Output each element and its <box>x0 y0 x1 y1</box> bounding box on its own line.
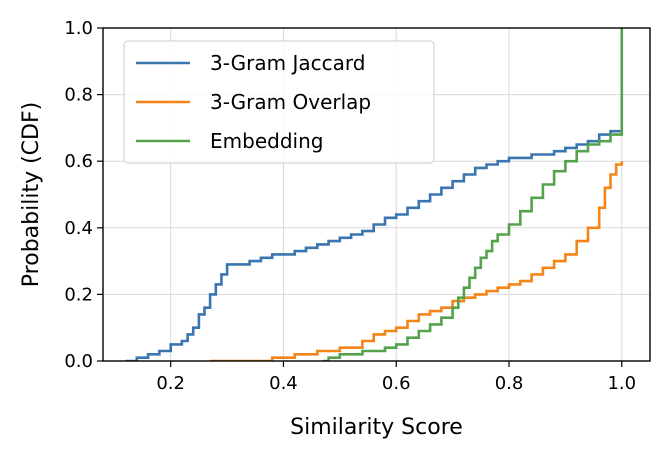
series-layer <box>125 28 624 361</box>
x-tick-label-3: 0.8 <box>495 373 524 394</box>
legend-label-2: Embedding <box>210 129 323 153</box>
y-tick-label-0: 0.0 <box>64 351 93 372</box>
y-tick-label-2: 0.4 <box>64 218 93 239</box>
legend-label-1: 3-Gram Overlap <box>210 90 371 114</box>
x-axis-title: Similarity Score <box>290 415 463 440</box>
x-tick-label-4: 1.0 <box>607 373 636 394</box>
ticks: 0.2 0.4 0.6 0.8 1.0 0.0 0.2 0.4 0.6 0.8 1.0 <box>64 18 636 394</box>
x-tick-label-1: 0.4 <box>269 373 298 394</box>
y-tick-label-3: 0.6 <box>64 151 93 172</box>
y-tick-label-5: 1.0 <box>64 18 93 39</box>
y-tick-label-4: 0.8 <box>64 85 93 106</box>
series-line-2 <box>322 28 624 361</box>
legend: 3-Gram Jaccard 3-Gram Overlap Embedding <box>123 40 435 164</box>
legend-box <box>123 40 435 164</box>
legend-label-0: 3-Gram Jaccard <box>210 51 365 75</box>
y-axis-title: Probability (CDF) <box>19 102 44 287</box>
series-line-0 <box>125 129 622 361</box>
x-tick-label-0: 0.2 <box>156 373 185 394</box>
plot-frame <box>102 27 651 362</box>
series-line-1 <box>210 161 624 361</box>
y-tick-label-1: 0.2 <box>64 284 93 305</box>
x-tick-label-2: 0.6 <box>382 373 411 394</box>
